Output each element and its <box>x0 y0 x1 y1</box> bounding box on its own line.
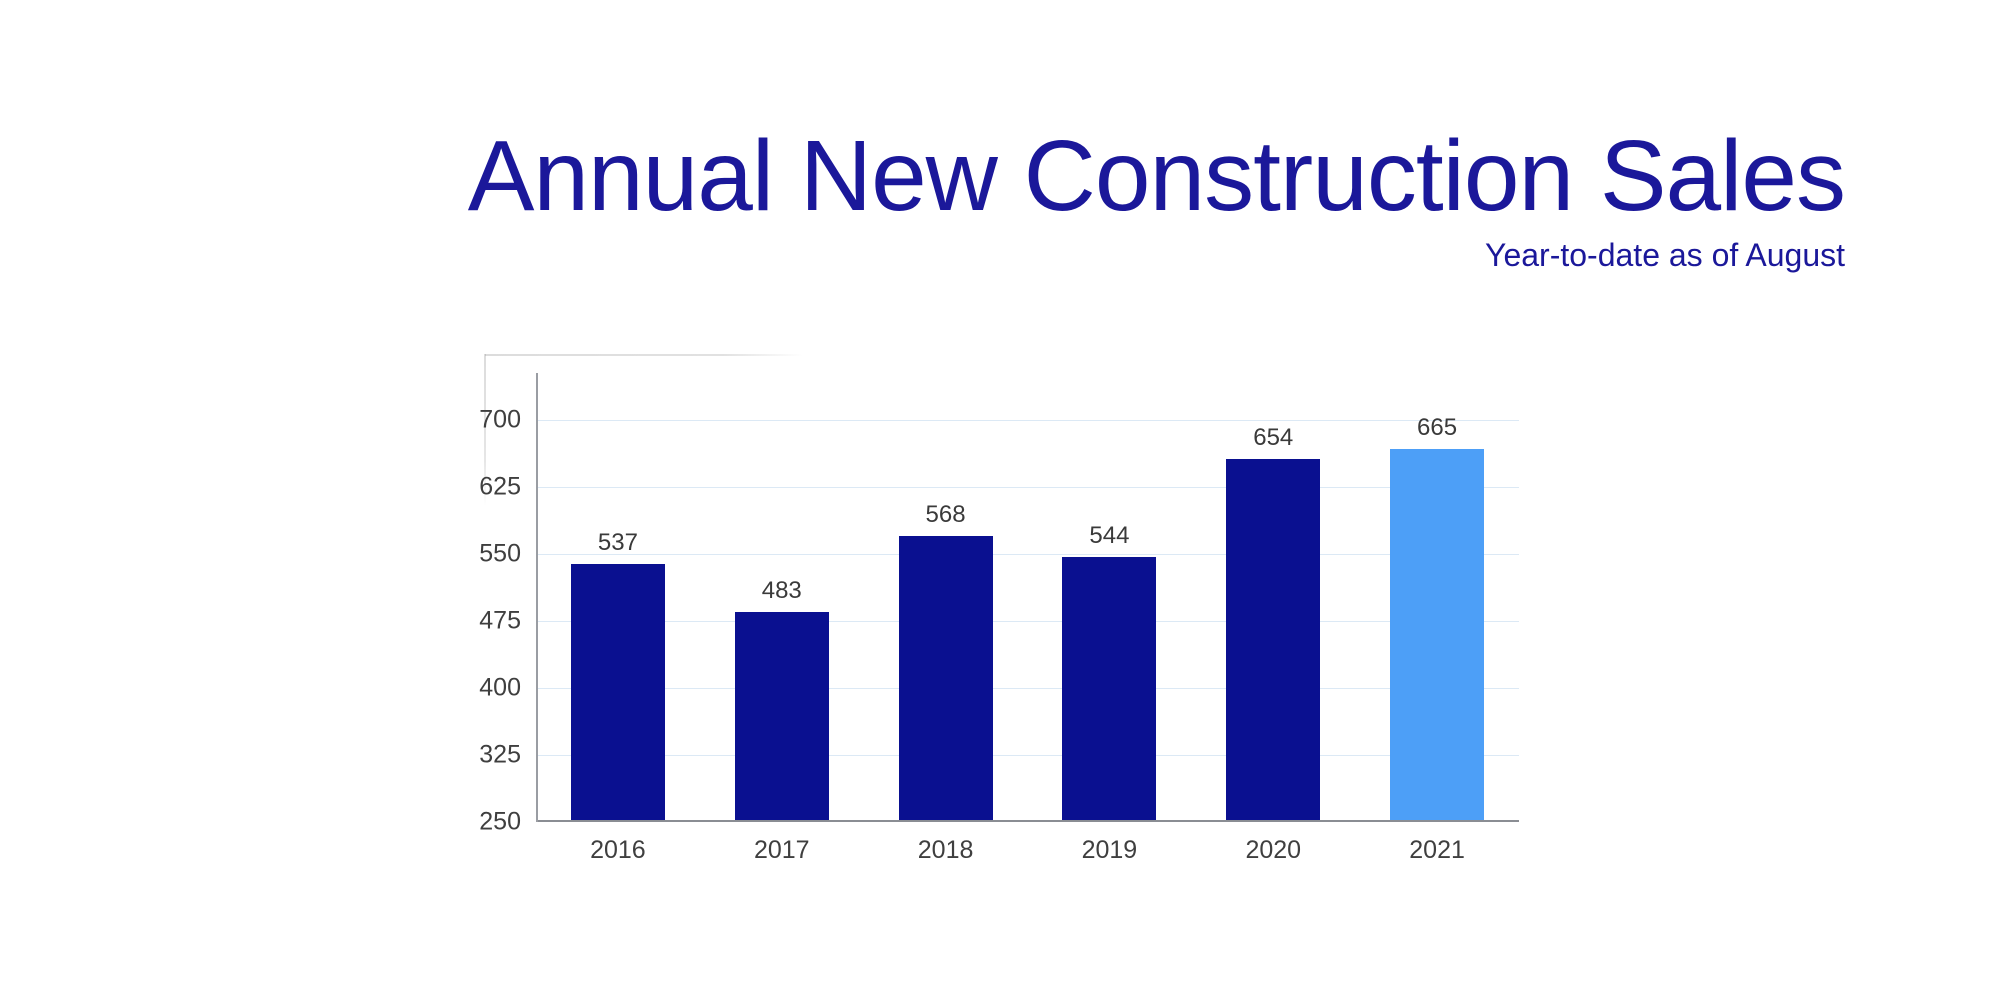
x-axis-tick-label: 2020 <box>1245 836 1302 864</box>
bar-2016 <box>570 563 665 820</box>
x-axis-tick-label: 2016 <box>590 836 646 864</box>
bar-value-label: 568 <box>925 500 966 528</box>
y-axis-tick-label: 625 <box>479 472 521 501</box>
page-subtitle: Year-to-date as of August <box>1485 237 1845 273</box>
y-axis-tick-label: 550 <box>479 539 521 568</box>
bar-value-label: 654 <box>1253 424 1294 452</box>
bar-value-label: 544 <box>1089 522 1130 550</box>
bar-value-label: 665 <box>1417 414 1458 442</box>
bar-chart-plot-area: 250 325 400 475 550 625 700 537 2016 483 2017 568 20… <box>479 373 1519 864</box>
y-axis-tick-label: 700 <box>479 405 521 434</box>
y-axis-line <box>536 373 538 822</box>
x-axis-tick-label: 2019 <box>1081 836 1138 864</box>
gridline <box>538 754 1519 756</box>
bar-2019 <box>1062 557 1157 820</box>
x-axis-tick-label: 2018 <box>917 836 974 864</box>
y-axis-tick-label: 325 <box>479 740 521 769</box>
gridline <box>538 419 1519 421</box>
bar-value-label: 537 <box>597 528 638 556</box>
x-axis-tick-label: 2021 <box>1409 836 1465 864</box>
gridline <box>538 553 1519 555</box>
gridline <box>538 620 1519 622</box>
gridline <box>538 687 1519 689</box>
page-title: Annual New Construction Sales <box>467 120 1846 232</box>
bar-2018 <box>898 535 993 820</box>
card-edge-top <box>485 354 803 356</box>
bar-2021 <box>1390 449 1485 820</box>
y-axis-tick-label: 400 <box>479 673 521 702</box>
y-axis-tick-label: 475 <box>479 606 521 635</box>
x-axis-line <box>536 820 1519 822</box>
bar-value-label: 483 <box>761 576 802 604</box>
x-axis-tick-label: 2017 <box>753 836 810 864</box>
y-axis-tick-label: 250 <box>479 807 521 836</box>
title-block: Annual New Construction Sales Year-to-da… <box>467 120 1846 273</box>
card-edge-left <box>484 354 486 506</box>
gridline <box>538 486 1519 488</box>
bar-2017 <box>734 611 829 820</box>
bar-2020 <box>1226 459 1321 820</box>
